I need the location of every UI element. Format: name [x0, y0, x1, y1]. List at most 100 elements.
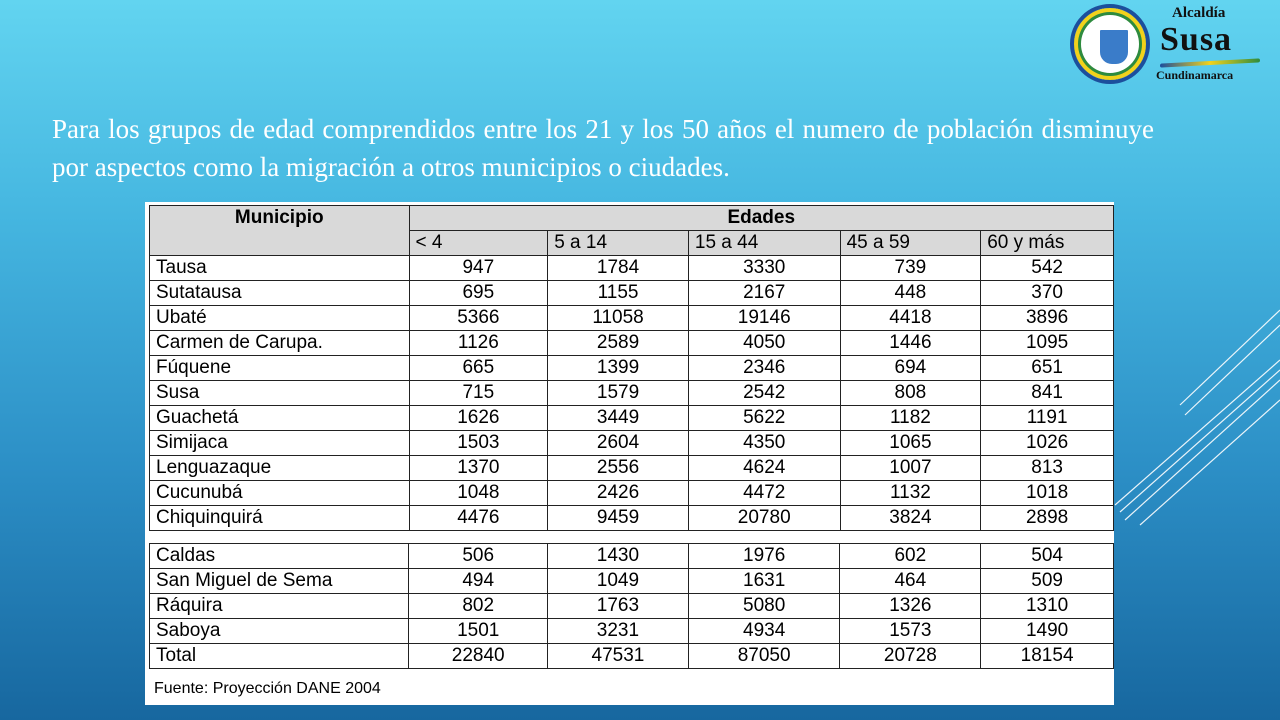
logo-cundinamarca: Cundinamarca [1156, 68, 1234, 82]
alcaldia-susa-logo: Alcaldía Susa Cundinamarca [1068, 4, 1278, 88]
municipio-cell: Carmen de Carupa. [149, 330, 410, 356]
population-cell: 542 [980, 255, 1114, 281]
table-row: Guachetá 1626 3449 5622 1182 1191 [149, 405, 1114, 431]
population-cell: 11058 [547, 305, 689, 331]
population-cell: 813 [980, 455, 1114, 481]
header-age-group: 15 a 44 [687, 230, 841, 256]
population-cell: 808 [839, 380, 982, 406]
population-cell: 1155 [547, 280, 689, 306]
population-cell: 494 [408, 568, 549, 594]
population-cell: 1399 [547, 355, 689, 381]
population-cell: 4934 [687, 618, 841, 644]
population-cell: 47531 [547, 643, 689, 669]
population-cell: 695 [408, 280, 549, 306]
population-cell: 2604 [547, 430, 689, 456]
population-cell: 1763 [547, 593, 689, 619]
population-cell: 4350 [687, 430, 841, 456]
population-cell: 4624 [687, 455, 841, 481]
population-cell: 1503 [408, 430, 549, 456]
population-cell: 665 [408, 355, 549, 381]
population-cell: 509 [980, 568, 1114, 594]
population-cell: 4418 [839, 305, 982, 331]
municipio-cell: Ráquira [148, 593, 410, 619]
population-cell: 947 [408, 255, 549, 281]
table-row: Simijaca 1503 2604 4350 1065 1026 [149, 430, 1114, 456]
population-cell: 4050 [687, 330, 841, 356]
population-cell: 1126 [408, 330, 549, 356]
population-cell: 2589 [547, 330, 689, 356]
logo-alcaldia: Alcaldía [1172, 5, 1226, 21]
population-cell: 2542 [687, 380, 841, 406]
population-cell: 1784 [547, 255, 689, 281]
population-cell: 1095 [980, 330, 1114, 356]
population-cell: 1446 [839, 330, 982, 356]
population-cell: 1579 [547, 380, 689, 406]
decorative-lines [1114, 309, 1280, 526]
population-cell: 19146 [687, 305, 841, 331]
logo-susa: Susa [1160, 21, 1233, 58]
population-cell: 5622 [687, 405, 841, 431]
table-row: Total 22840 47531 87050 20728 18154 [148, 643, 1114, 669]
table-row: San Miguel de Sema 494 1049 1631 464 509 [148, 568, 1114, 594]
population-cell: 1182 [839, 405, 982, 431]
table-row: Ubaté 5366 11058 19146 4418 3896 [149, 305, 1114, 331]
header-edades: Edades [408, 205, 1114, 231]
population-cell: 1370 [408, 455, 549, 481]
table-row: Saboya 1501 3231 4934 1573 1490 [148, 618, 1114, 644]
table-row: Fúquene 665 1399 2346 694 651 [149, 355, 1114, 381]
population-cell: 464 [839, 568, 982, 594]
municipio-cell: Chiquinquirá [149, 505, 410, 531]
population-cell: 4476 [408, 505, 549, 531]
population-cell: 22840 [408, 643, 549, 669]
population-cell: 1631 [687, 568, 841, 594]
population-cell: 1501 [408, 618, 549, 644]
population-cell: 1048 [408, 480, 549, 506]
population-cell: 9459 [547, 505, 689, 531]
population-cell: 715 [408, 380, 549, 406]
logo-swoosh [1160, 58, 1260, 68]
population-cell: 1191 [980, 405, 1114, 431]
header-age-group: 45 a 59 [839, 230, 982, 256]
table-row: Tausa 947 1784 3330 739 542 [149, 255, 1114, 281]
population-cell: 2167 [687, 280, 841, 306]
municipio-cell: Sutatausa [149, 280, 410, 306]
population-cell: 4472 [687, 480, 841, 506]
municipio-cell: Susa [149, 380, 410, 406]
population-cell: 2898 [980, 505, 1114, 531]
population-cell: 2556 [547, 455, 689, 481]
population-cell: 802 [408, 593, 549, 619]
table-row: Cucunubá 1048 2426 4472 1132 1018 [149, 480, 1114, 506]
population-cell: 2426 [547, 480, 689, 506]
population-cell: 1326 [839, 593, 982, 619]
population-cell: 3896 [980, 305, 1114, 331]
municipal-seal-icon [1070, 4, 1150, 84]
header-municipio: Municipio [149, 205, 410, 256]
population-cell: 504 [980, 543, 1114, 569]
population-cell: 370 [980, 280, 1114, 306]
municipio-cell: Fúquene [149, 355, 410, 381]
population-cell: 1573 [839, 618, 982, 644]
intro-paragraph: Para los grupos de edad comprendidos ent… [52, 114, 1154, 182]
population-cell: 3449 [547, 405, 689, 431]
table-row: Chiquinquirá 4476 9459 20780 3824 2898 [149, 505, 1114, 531]
population-cell: 3330 [687, 255, 841, 281]
population-cell: 20780 [687, 505, 841, 531]
population-cell: 1490 [980, 618, 1114, 644]
population-table-part2: Caldas 506 1430 1976 602 504 San Miguel de Sem… [148, 543, 1114, 669]
population-cell: 1976 [687, 543, 841, 569]
population-cell: 1626 [408, 405, 549, 431]
population-cell: 506 [408, 543, 549, 569]
population-cell: 3824 [839, 505, 982, 531]
population-cell: 651 [980, 355, 1114, 381]
shield-icon [1098, 28, 1130, 66]
header-age-group: 5 a 14 [547, 230, 689, 256]
municipio-cell: Saboya [148, 618, 410, 644]
population-cell: 1026 [980, 430, 1114, 456]
table-row: Caldas 506 1430 1976 602 504 [148, 543, 1114, 569]
municipio-cell: Total [148, 643, 410, 669]
population-cell: 694 [839, 355, 982, 381]
population-cell: 1310 [980, 593, 1114, 619]
municipio-cell: Guachetá [149, 405, 410, 431]
